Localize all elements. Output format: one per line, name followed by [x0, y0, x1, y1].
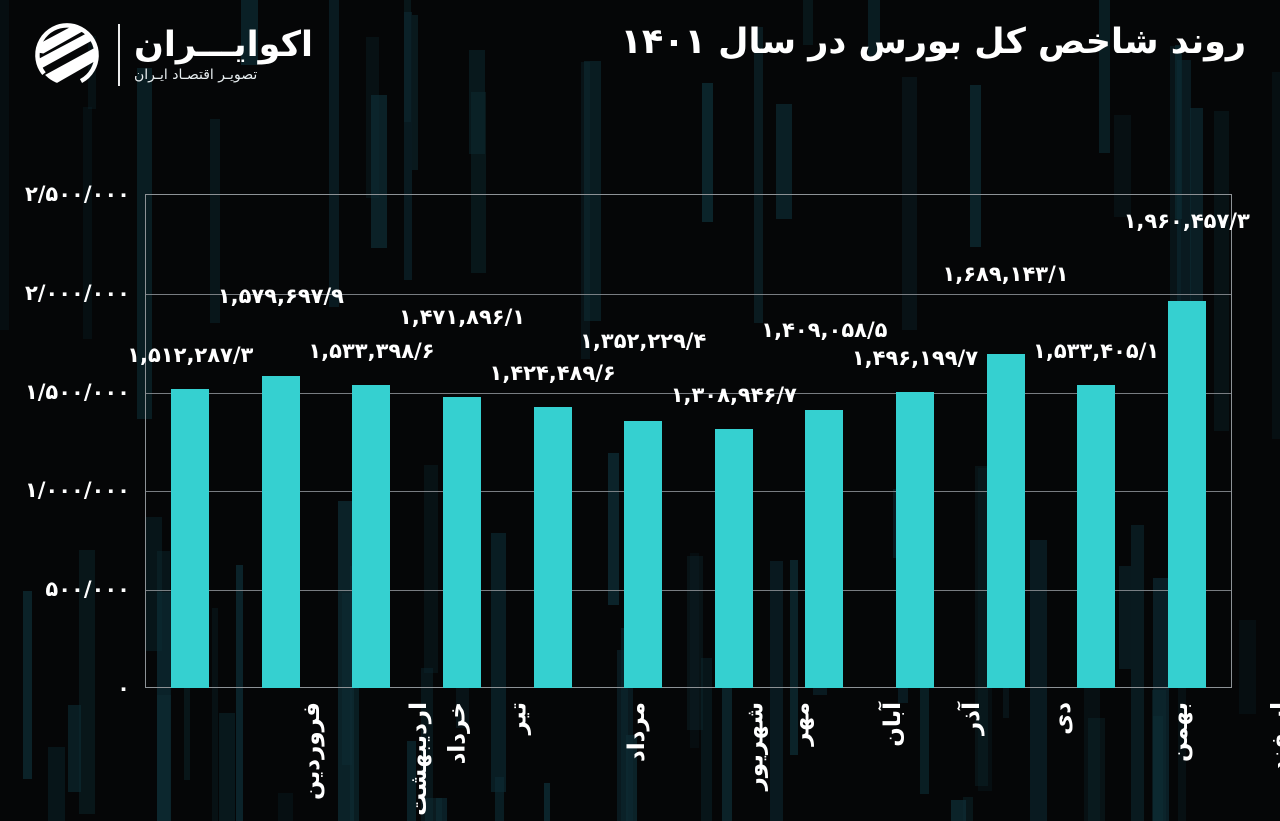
- bar-value-label: ۱,۳۵۲,۲۲۹/۴: [580, 328, 707, 353]
- x-axis-category-label: شهریور: [742, 702, 769, 791]
- bar-series: [145, 194, 1232, 688]
- x-axis-category-label: تیر: [505, 702, 532, 735]
- x-axis-category-label: خرداد: [444, 702, 471, 765]
- gridline: [146, 590, 1231, 592]
- gridline: [146, 293, 1231, 295]
- bar-value-label: ۱,۳۰۸,۹۴۶/۷: [670, 383, 797, 408]
- y-axis-tick-label: ۵۰۰/۰۰۰: [45, 577, 130, 602]
- bar-value-label: ۱,۴۹۶,۱۹۹/۷: [851, 346, 979, 371]
- brand-divider: [118, 24, 120, 86]
- brand-text: اکوایـــران تصویـر اقتصـاد ایـران: [134, 27, 313, 83]
- plot-area: [145, 194, 1232, 688]
- x-axis-category-label: مهر: [788, 702, 815, 746]
- header: اکوایـــران تصویـر اقتصـاد ایـران روند ش…: [0, 0, 1280, 150]
- bar[interactable]: [1077, 385, 1116, 688]
- bar[interactable]: [895, 392, 934, 688]
- page-title: روند شاخص کل بورس در سال ۱۴۰۱: [620, 22, 1246, 62]
- bar-value-label: ۱,۶۸۹,۱۴۳/۱: [942, 262, 1069, 287]
- bar-value-label: ۱,۹۶۰,۴۵۷/۳: [1123, 208, 1250, 233]
- bar-value-label: ۱,۴۰۹,۰۵۸/۵: [761, 317, 888, 342]
- x-axis-category-label: مرداد: [623, 702, 650, 763]
- bar-value-label: ۱,۵۳۳,۳۹۸/۶: [308, 339, 435, 363]
- x-axis-category-label: آبان: [880, 702, 907, 747]
- y-axis-tick-label: ۲/۵۰۰/۰۰۰: [24, 182, 130, 206]
- y-axis-tick-label: ۲/۰۰۰/۰۰۰: [24, 280, 130, 305]
- y-axis-tick-label: ۱/۵۰۰/۰۰۰: [24, 379, 130, 404]
- gridline: [146, 491, 1231, 493]
- bar[interactable]: [986, 354, 1025, 688]
- x-axis-category-label: اسفند: [1267, 702, 1280, 772]
- brand-logo-block: اکوایـــران تصویـر اقتصـاد ایـران: [30, 18, 313, 92]
- bar[interactable]: [805, 409, 844, 688]
- bar-value-label: ۱,۵۳۳,۴۰۵/۱: [1033, 338, 1160, 363]
- bar-value-label: ۱,۴۲۴,۴۸۹/۶: [489, 360, 616, 385]
- x-axis-category-label: بهمن: [1167, 702, 1194, 762]
- y-axis-tick-label: ۰: [117, 676, 130, 700]
- brand-tagline: تصویـر اقتصـاد ایـران: [134, 66, 258, 83]
- x-axis-category-label: دی: [1049, 702, 1076, 735]
- bar[interactable]: [1167, 300, 1206, 688]
- bar-value-label: ۱,۵۷۹,۶۹۷/۹: [217, 283, 344, 308]
- bar[interactable]: [171, 389, 210, 688]
- bar[interactable]: [714, 429, 753, 688]
- bar[interactable]: [261, 375, 300, 688]
- bar[interactable]: [624, 420, 663, 688]
- bar[interactable]: [533, 406, 572, 688]
- bar-value-label: ۱,۵۱۲,۲۸۷/۳: [127, 343, 254, 368]
- brand-name: اکوایـــران: [134, 24, 313, 65]
- gridline: [146, 392, 1231, 394]
- bar[interactable]: [443, 397, 482, 688]
- x-axis-category-label: آذر: [958, 702, 985, 735]
- x-axis-category-label: اردیبهشت: [405, 702, 432, 816]
- bar-value-label: ۱,۴۷۱,۸۹۶/۱: [398, 305, 526, 330]
- x-axis-category-label: فروردین: [299, 702, 326, 801]
- y-axis-tick-label: ۱/۰۰۰/۰۰۰: [24, 478, 130, 503]
- eco-iran-globe-logo-icon: [35, 23, 99, 87]
- bar[interactable]: [352, 385, 391, 688]
